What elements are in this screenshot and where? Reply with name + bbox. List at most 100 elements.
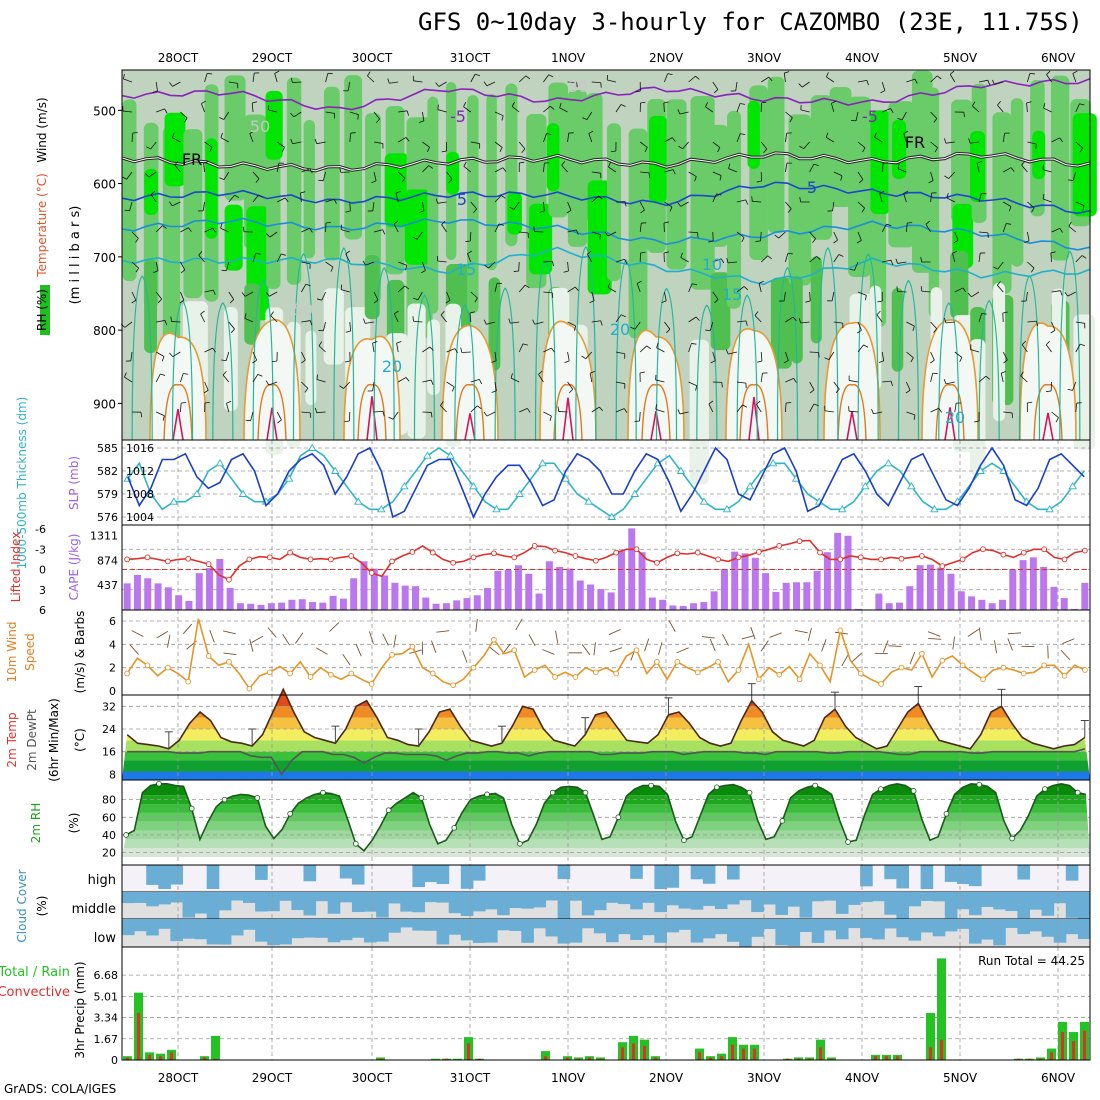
wind-barb-10m [1047, 645, 1049, 659]
thickness-tick-label: 579 [97, 488, 118, 501]
thickness-line-marker [469, 481, 478, 490]
cloud-cell [944, 865, 958, 882]
cloud-cell [702, 865, 716, 884]
precip-convective-bar [621, 1047, 624, 1060]
cloud-cell [727, 865, 740, 880]
wind-barb [664, 291, 667, 301]
cape-bar [494, 570, 502, 610]
wind-barb [589, 373, 593, 383]
wind-barb-flag [871, 408, 874, 414]
wind-barb [301, 381, 309, 389]
cloud-cell [630, 892, 643, 910]
wind-barb [180, 111, 188, 119]
wind-barb-flag [886, 223, 892, 227]
cape-bar [319, 602, 327, 610]
wind-barb [393, 223, 399, 233]
cape-bar [257, 604, 265, 610]
wind-barb [422, 141, 430, 148]
temp-line [126, 687, 1086, 750]
wind-barb-flag [671, 137, 676, 142]
wind-barb [437, 109, 447, 113]
cloud-cell [787, 919, 801, 946]
precip-total-bar [453, 1058, 462, 1060]
wind-barb [809, 231, 816, 239]
wind-barb [921, 290, 931, 293]
thickness-line-marker [353, 497, 363, 505]
wind-barb-flag [339, 167, 342, 173]
wind-barb [728, 351, 738, 355]
wind-barb-flag [925, 220, 930, 225]
lifted-index-line-marker [1061, 556, 1068, 563]
wind-speed-line-marker [613, 670, 620, 677]
wind-barb [446, 348, 456, 353]
rh-marker [451, 825, 458, 831]
wind-speed-line-marker [511, 647, 518, 654]
wind-barb-flag [897, 163, 900, 169]
wind-speed-line-marker [633, 647, 640, 654]
wind-barb-flag [220, 132, 223, 138]
cloud-cell [690, 892, 704, 910]
wind-barb [1043, 107, 1052, 113]
wind-barb [180, 227, 189, 233]
wind-barb [778, 231, 786, 239]
rh-marker [713, 784, 720, 791]
wind-barb-10m [1007, 638, 1013, 651]
rh-band [427, 96, 439, 314]
wind-barb-flag [708, 400, 714, 405]
wind-speed-line-marker [674, 658, 681, 665]
wind-barb [1021, 344, 1028, 353]
wind-barb-flag [880, 90, 886, 94]
wind-barb-flag [969, 344, 972, 350]
cloud-cell [485, 892, 498, 910]
rh-band-dry [305, 330, 317, 406]
wind-barb-flag [1068, 179, 1074, 181]
isotherm-20 [413, 294, 436, 441]
wind-barb-flag [639, 371, 645, 374]
wind-barb [174, 164, 181, 173]
wind-barb [437, 201, 447, 204]
wind-barb [345, 253, 351, 263]
wind-barb [664, 137, 673, 143]
cape-bar [195, 573, 203, 610]
wind-barb-flag [1020, 371, 1024, 377]
wind-barb [997, 261, 1004, 270]
wind-barb-flag [981, 313, 987, 315]
cloud-cell [146, 865, 159, 885]
cloud-axis-label: (%) [35, 896, 49, 917]
wind-barb-10m [841, 654, 849, 667]
cape-bar [556, 566, 564, 610]
rh-marker [517, 840, 523, 847]
lifted-index-line-marker [613, 549, 620, 556]
wind-barb [293, 111, 302, 118]
cloud-cell [472, 919, 486, 943]
rh-band [1010, 98, 1024, 267]
wind-barb-flag [768, 76, 773, 82]
wind-barb [204, 381, 209, 391]
cloud-cell [1005, 892, 1018, 912]
wind-barb-10m [488, 646, 500, 656]
wind-barb [978, 79, 988, 83]
cape-bar [700, 602, 708, 610]
wind-barb [367, 75, 375, 83]
precip-convective-bar [731, 1044, 734, 1060]
wind-barb [126, 171, 133, 180]
wind-barb-flag [388, 416, 394, 420]
thickness-line-marker [400, 481, 409, 490]
wind-barb [680, 257, 689, 263]
cape-bar [793, 582, 801, 610]
rh-band [788, 114, 812, 286]
lifted-index-line-marker [980, 546, 986, 553]
wind-barb [970, 349, 980, 353]
rh-axis-label: (%) [67, 813, 81, 834]
wind-barb [276, 253, 282, 263]
wind-barb [809, 403, 815, 413]
wind-barb [679, 111, 689, 115]
thickness-line-marker [284, 474, 294, 482]
wind-barb-flag [203, 389, 209, 394]
wind-barb-flag [300, 191, 306, 194]
wind-barb [607, 79, 617, 83]
wind-barb-flag [265, 292, 270, 297]
contour-label: 15 [456, 260, 476, 279]
wind-barb-flag [813, 403, 819, 407]
wind-barb [1051, 137, 1060, 143]
